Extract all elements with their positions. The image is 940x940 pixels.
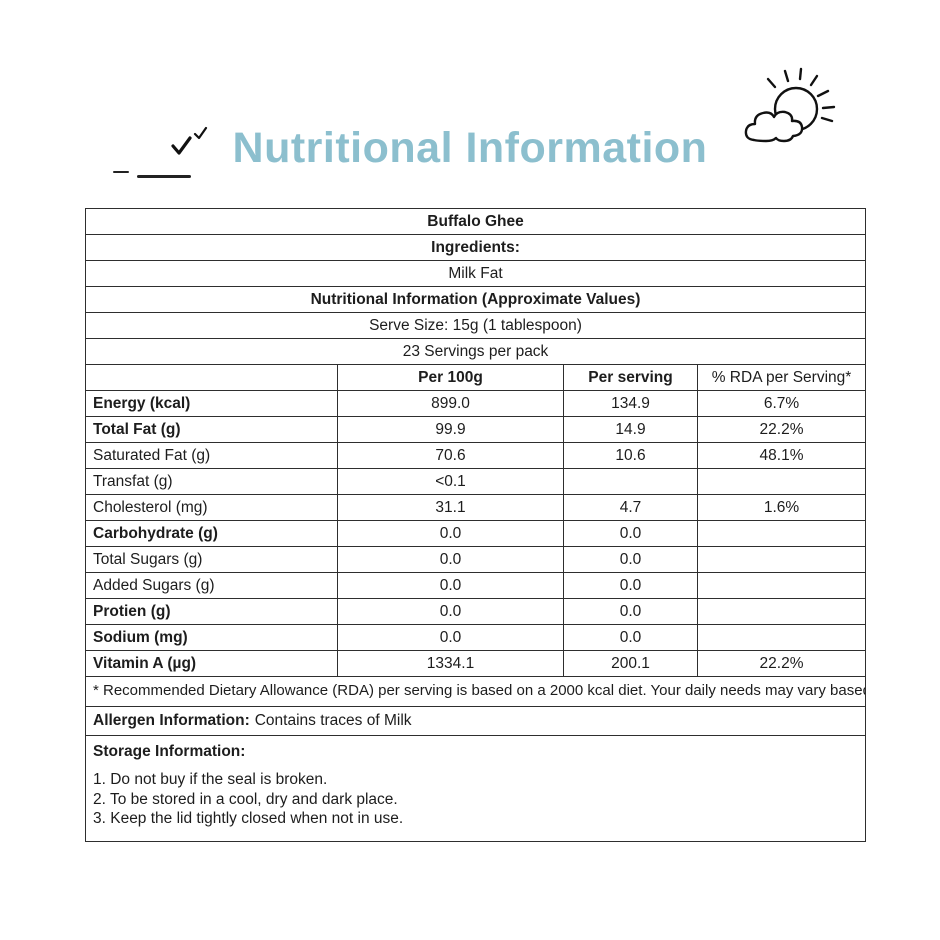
table-row: Vitamin A (µg) 1334.1 200.1 22.2% bbox=[85, 650, 867, 677]
section-title: Nutritional Information (Approximate Val… bbox=[84, 286, 867, 313]
row-label: Cholesterol (mg) bbox=[85, 494, 338, 521]
ingredients-label-row: Ingredients: bbox=[84, 234, 867, 261]
value-rda bbox=[696, 624, 867, 651]
value-per-serving: 10.6 bbox=[563, 442, 698, 469]
value-per-serving: 134.9 bbox=[563, 390, 698, 417]
row-label: Total Sugars (g) bbox=[85, 546, 338, 573]
value-per-serving: 0.0 bbox=[563, 546, 698, 573]
table-row: Cholesterol (mg) 31.1 4.7 1.6% bbox=[85, 494, 867, 521]
storage-item: 1. Do not buy if the seal is broken. bbox=[93, 771, 328, 788]
value-rda bbox=[696, 546, 867, 573]
value-per-100g: 0.0 bbox=[337, 598, 564, 625]
value-per-serving bbox=[563, 468, 698, 495]
row-label: Energy (kcal) bbox=[85, 390, 338, 417]
ingredients-label: Ingredients: bbox=[84, 234, 867, 261]
table-row: Carbohydrate (g) 0.0 0.0 bbox=[85, 520, 867, 547]
row-label: Protien (g) bbox=[85, 598, 338, 625]
value-per-100g: 1334.1 bbox=[337, 650, 564, 677]
ingredients-value-row: Milk Fat bbox=[84, 260, 867, 287]
table-row: Sodium (mg) 0.0 0.0 bbox=[85, 624, 867, 651]
column-header-row: Per 100g Per serving % RDA per Serving* bbox=[85, 364, 867, 391]
value-per-100g: 0.0 bbox=[337, 520, 564, 547]
empty-header-cell bbox=[85, 364, 338, 391]
value-per-100g: 70.6 bbox=[337, 442, 564, 469]
column-header-per-serving: Per serving bbox=[563, 364, 698, 391]
value-per-100g: 0.0 bbox=[337, 572, 564, 599]
rda-footnote-row: * Recommended Dietary Allowance (RDA) pe… bbox=[84, 676, 867, 707]
value-rda bbox=[696, 598, 867, 625]
value-rda: 1.6% bbox=[696, 494, 867, 521]
allergen-label: Allergen Information: bbox=[93, 712, 250, 729]
servings-per-pack-row: 23 Servings per pack bbox=[84, 338, 867, 365]
checkmark-doodle-icon bbox=[171, 126, 208, 155]
value-per-serving: 0.0 bbox=[563, 520, 698, 547]
value-rda: 22.2% bbox=[696, 416, 867, 443]
section-title-row: Nutritional Information (Approximate Val… bbox=[84, 286, 867, 313]
value-per-serving: 4.7 bbox=[563, 494, 698, 521]
storage-row: Storage Information: 1. Do not buy if th… bbox=[84, 735, 867, 842]
rda-footnote: * Recommended Dietary Allowance (RDA) pe… bbox=[84, 676, 867, 707]
value-rda bbox=[696, 468, 867, 495]
table-row: Transfat (g) <0.1 bbox=[85, 468, 867, 495]
dash-doodle bbox=[113, 171, 129, 173]
page-title: Nutritional Information bbox=[232, 124, 708, 172]
value-per-serving: 0.0 bbox=[563, 572, 698, 599]
value-per-100g: 99.9 bbox=[337, 416, 564, 443]
value-per-serving: 0.0 bbox=[563, 624, 698, 651]
value-per-100g: <0.1 bbox=[337, 468, 564, 495]
storage-item: 3. Keep the lid tightly closed when not … bbox=[93, 810, 404, 827]
table-row: Saturated Fat (g) 70.6 10.6 48.1% bbox=[85, 442, 867, 469]
serve-size-row: Serve Size: 15g (1 tablespoon) bbox=[84, 312, 867, 339]
value-per-100g: 0.0 bbox=[337, 546, 564, 573]
row-label: Total Fat (g) bbox=[85, 416, 338, 443]
nutrition-table: Buffalo Ghee Ingredients: Milk Fat Nutri… bbox=[84, 208, 867, 842]
row-label: Sodium (mg) bbox=[85, 624, 338, 651]
storage-item: 2. To be stored in a cool, dry and dark … bbox=[93, 790, 398, 808]
column-header-rda: % RDA per Serving* bbox=[696, 364, 867, 391]
allergen-row: Allergen Information: Contains traces of … bbox=[84, 706, 867, 736]
value-rda bbox=[696, 520, 867, 547]
value-rda: 22.2% bbox=[696, 650, 867, 677]
product-name-row: Buffalo Ghee bbox=[84, 208, 867, 235]
value-per-100g: 31.1 bbox=[337, 494, 564, 521]
value-per-100g: 0.0 bbox=[337, 624, 564, 651]
serve-size: Serve Size: 15g (1 tablespoon) bbox=[84, 312, 867, 339]
value-per-serving: 0.0 bbox=[563, 598, 698, 625]
table-row: Protien (g) 0.0 0.0 bbox=[85, 598, 867, 625]
ingredients-value: Milk Fat bbox=[84, 260, 867, 287]
row-label: Added Sugars (g) bbox=[85, 572, 338, 599]
column-header-per-100g: Per 100g bbox=[337, 364, 564, 391]
row-label: Transfat (g) bbox=[85, 468, 338, 495]
value-rda: 6.7% bbox=[696, 390, 867, 417]
value-per-serving: 14.9 bbox=[563, 416, 698, 443]
value-rda: 48.1% bbox=[696, 442, 867, 469]
row-label: Carbohydrate (g) bbox=[85, 520, 338, 547]
table-row: Total Sugars (g) 0.0 0.0 bbox=[85, 546, 867, 573]
sun-cloud-doodle-icon bbox=[744, 67, 836, 143]
table-row: Energy (kcal) 899.0 134.9 6.7% bbox=[85, 390, 867, 417]
value-per-serving: 200.1 bbox=[563, 650, 698, 677]
table-row: Total Fat (g) 99.9 14.9 22.2% bbox=[85, 416, 867, 443]
row-label: Vitamin A (µg) bbox=[85, 650, 338, 677]
value-per-100g: 899.0 bbox=[337, 390, 564, 417]
servings-per-pack: 23 Servings per pack bbox=[84, 338, 867, 365]
storage-label: Storage Information: bbox=[93, 743, 246, 760]
value-rda bbox=[696, 572, 867, 599]
allergen-value: Contains traces of Milk bbox=[254, 712, 412, 729]
row-label: Saturated Fat (g) bbox=[85, 442, 338, 469]
product-name: Buffalo Ghee bbox=[84, 208, 867, 235]
underline-doodle bbox=[137, 175, 191, 178]
table-row: Added Sugars (g) 0.0 0.0 bbox=[85, 572, 867, 599]
